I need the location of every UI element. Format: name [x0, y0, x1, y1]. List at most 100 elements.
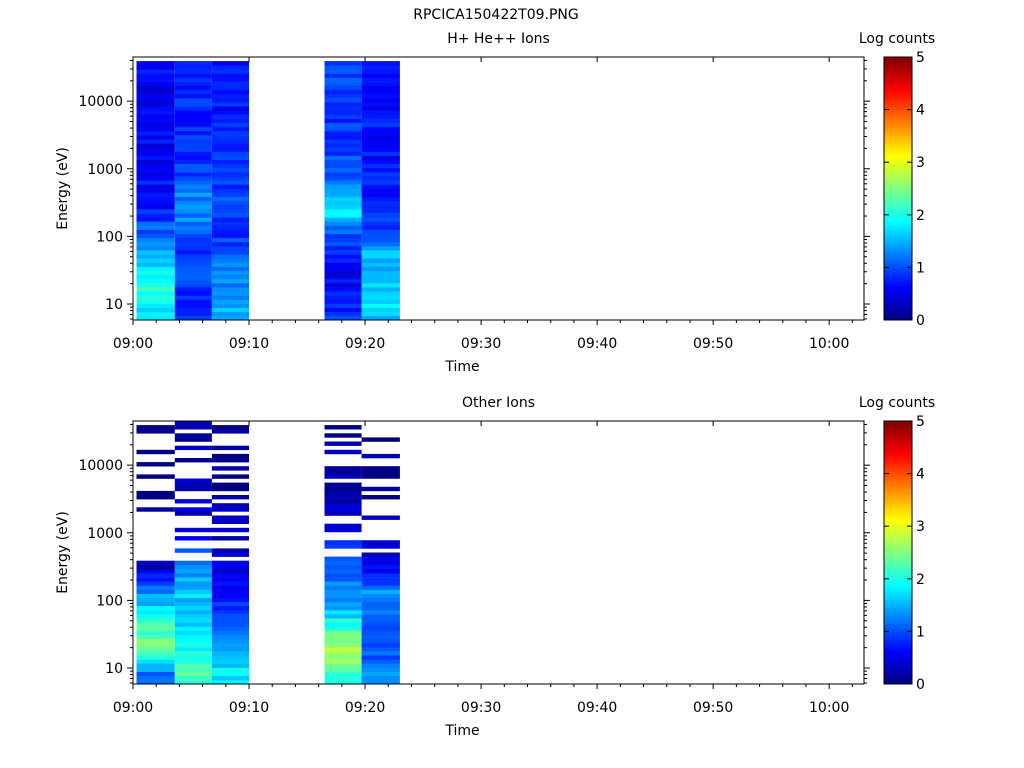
colorbar-segment [884, 549, 912, 553]
heatmap-cell [211, 311, 249, 317]
heatmap-cell [136, 315, 175, 321]
colorbar-segment [884, 196, 912, 200]
colorbar-segment [884, 594, 912, 598]
colorbar-tick-label: 4 [916, 467, 925, 483]
heatmap-cell [211, 642, 249, 648]
colorbar-segment [884, 272, 912, 276]
heatmap-cell [324, 466, 362, 471]
heatmap-cell [174, 159, 212, 165]
heatmap-cell [361, 544, 400, 549]
heatmap-cell [361, 671, 400, 677]
heatmap-cell [324, 655, 362, 660]
heatmap-cell [324, 315, 362, 321]
heatmap-cell [174, 237, 212, 243]
colorbar-segment [884, 270, 912, 274]
heatmap-cell [361, 470, 400, 475]
heatmap-cell [136, 139, 175, 144]
colorbar-segment [884, 481, 912, 485]
heatmap-cell [361, 495, 400, 500]
heatmap-cell [324, 610, 362, 615]
colorbar-frame [883, 420, 913, 685]
heatmap-cell [211, 671, 249, 677]
heatmap-cell [211, 159, 249, 165]
heatmap-cell [136, 233, 175, 239]
heatmap-cell [174, 458, 212, 463]
heatmap-cell [324, 188, 362, 193]
heatmap-cell [361, 622, 400, 627]
heatmap-cell [136, 241, 175, 247]
heatmap-cell [174, 315, 212, 321]
colorbar-segment [884, 649, 912, 653]
colorbar-segment [884, 230, 912, 234]
x-tick-label: 09:00 [113, 700, 153, 716]
colorbar-segment [884, 199, 912, 203]
heatmap-cell [174, 283, 212, 288]
colorbar-segment [884, 167, 912, 171]
heatmap-cell [136, 69, 175, 74]
heatmap-cell [211, 552, 249, 557]
heatmap-cell [136, 663, 175, 668]
heatmap-cell [211, 577, 249, 582]
heatmap-cell [361, 209, 400, 214]
heatmap-cell [211, 229, 249, 234]
heatmap-cell [136, 126, 175, 132]
heatmap-cell [174, 642, 212, 648]
heatmap-cell [136, 89, 175, 95]
heatmap-cell [174, 499, 212, 504]
heatmap-cell [324, 184, 362, 189]
heatmap-cell [361, 486, 400, 492]
heatmap-cell [324, 503, 362, 508]
colorbar-tick-label: 0 [916, 677, 925, 693]
colorbar-segment [884, 154, 912, 158]
heatmap-cell [174, 527, 212, 533]
colorbar-segment [884, 507, 912, 511]
heatmap-cell [174, 131, 212, 136]
heatmap-cell [174, 73, 212, 78]
heatmap-cell [361, 573, 400, 578]
heatmap-cell [324, 679, 362, 685]
colorbar-segment [884, 586, 912, 590]
heatmap-cell [211, 225, 249, 230]
heatmap-cell [211, 466, 249, 471]
heatmap-cell [174, 593, 212, 598]
heatmap-cell [211, 180, 249, 185]
colorbar-segment [884, 288, 912, 292]
heatmap-cell [174, 155, 212, 160]
heatmap-cell [174, 651, 212, 656]
heatmap-cell [174, 85, 212, 91]
colorbar-segment [884, 626, 912, 630]
heatmap-cell [174, 486, 212, 492]
heatmap-cell [324, 241, 362, 247]
heatmap-cell [361, 221, 400, 226]
heatmap-cell [174, 89, 212, 95]
heatmap-cell [174, 585, 212, 590]
heatmap-cell [136, 188, 175, 193]
heatmap-cell [324, 287, 362, 292]
colorbar-segment [884, 447, 912, 451]
heatmap-cell [361, 163, 400, 169]
heatmap-cell [211, 630, 249, 635]
heatmap-cell [174, 568, 212, 574]
heatmap-cell [136, 573, 175, 578]
colorbar-segment [884, 262, 912, 266]
heatmap-cell [174, 295, 212, 300]
heatmap-cell [211, 266, 249, 271]
heatmap-cell [174, 630, 212, 635]
heatmap-cell [174, 102, 212, 107]
heatmap-cell [361, 114, 400, 119]
heatmap-cell [136, 81, 175, 87]
heatmap-cell [324, 581, 362, 586]
colorbar-tick-label: 3 [916, 519, 925, 535]
heatmap-cell [136, 209, 175, 214]
heatmap-cell [324, 200, 362, 206]
colorbar-segment [884, 560, 912, 564]
heatmap-cell [324, 564, 362, 570]
heatmap-cell [174, 433, 212, 438]
colorbar-segment [884, 673, 912, 677]
heatmap-cell [324, 180, 362, 185]
heatmap-cell [361, 250, 400, 255]
heatmap-cell [211, 126, 249, 132]
colorbar-segment [884, 662, 912, 666]
heatmap-cell [324, 425, 362, 430]
heatmap-cell [136, 85, 175, 91]
